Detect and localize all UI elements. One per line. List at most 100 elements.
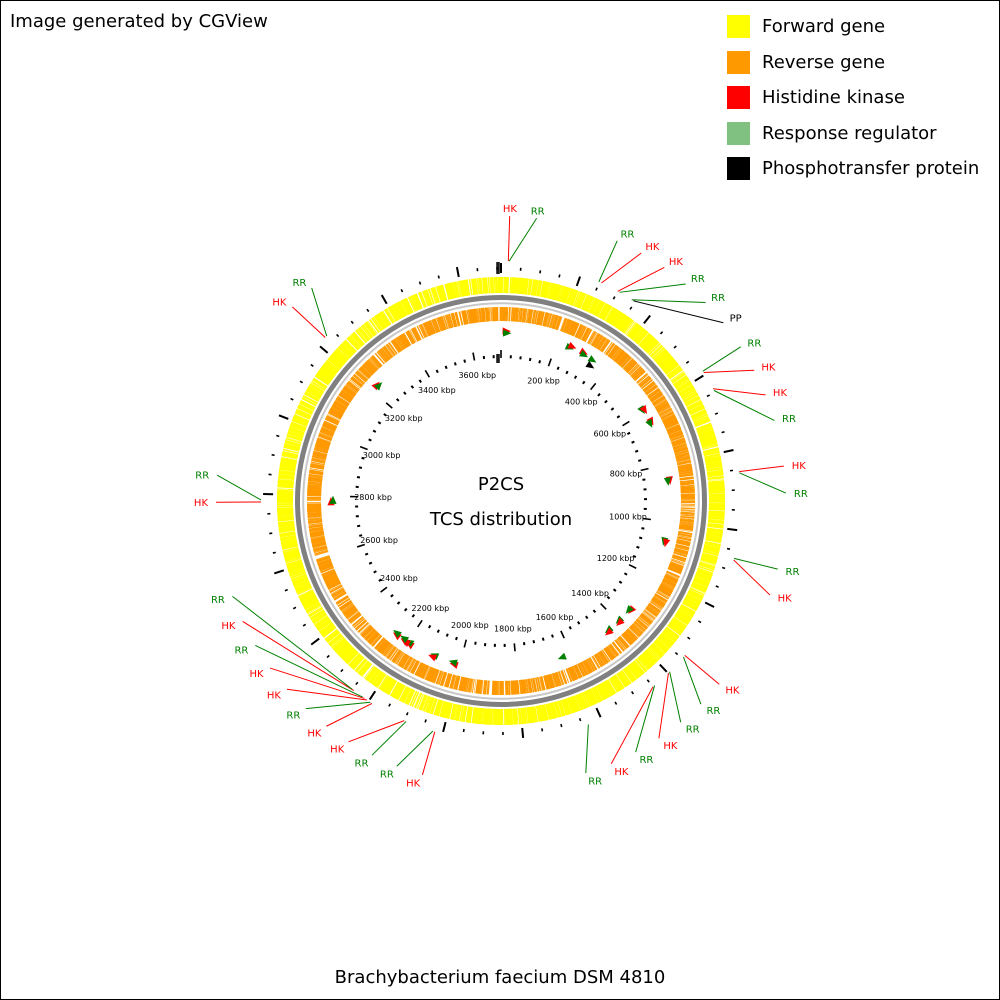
reverse-gene: [575, 664, 583, 678]
forward-gene: [574, 695, 581, 711]
forward-gene: [522, 707, 525, 724]
forward-gene: [284, 442, 301, 448]
reverse-gene: [311, 459, 326, 464]
reverse-gene: [680, 491, 695, 494]
reverse-gene: [307, 488, 322, 491]
forward-gene: [457, 281, 462, 297]
reverse-gene: [433, 318, 439, 333]
reverse-gene: [565, 668, 572, 683]
reverse-gene: [663, 577, 677, 586]
reverse-gene: [340, 601, 353, 611]
forward-gene: [680, 605, 695, 615]
forward-gene: [673, 375, 688, 386]
reverse-gene: [307, 486, 322, 489]
forward-gene: [674, 376, 688, 386]
reverse-gene: [634, 621, 646, 632]
forward-gene: [695, 575, 711, 582]
forward-gene: [295, 584, 312, 593]
reverse-gene: [393, 650, 402, 663]
reverse-gene: [377, 351, 387, 363]
reverse-gene: [557, 671, 564, 686]
forward-gene: [287, 432, 304, 438]
reverse-gene: [316, 441, 330, 447]
forward-gene: [573, 291, 580, 307]
forward-gene: [610, 677, 620, 692]
tick-mark: [357, 524, 361, 528]
forward-gene: [338, 345, 352, 358]
reverse-gene: [560, 670, 567, 685]
forward-gene: [289, 425, 306, 432]
forward-gene: [279, 530, 296, 534]
forward-gene: [696, 424, 713, 432]
reverse-gene: [366, 360, 377, 372]
reverse-gene: [404, 657, 413, 671]
forward-gene: [546, 282, 551, 299]
forward-gene: [355, 659, 367, 673]
reverse-gene: [677, 533, 692, 537]
reverse-gene: [307, 493, 322, 496]
reverse-gene: [637, 374, 649, 384]
forward-gene: [626, 322, 638, 336]
reverse-gene: [629, 364, 640, 376]
forward-gene: [344, 339, 357, 353]
forward-gene: [549, 703, 555, 719]
reverse-gene: [329, 584, 343, 593]
reverse-gene: [307, 481, 322, 484]
reverse-gene: [309, 471, 324, 475]
forward-gene: [705, 462, 722, 467]
feature-label-hk: HK: [645, 242, 660, 253]
forward-gene: [326, 631, 340, 643]
forward-gene: [413, 294, 422, 310]
forward-gene: [456, 704, 461, 721]
reverse-gene: [514, 307, 517, 322]
reverse-gene: [313, 546, 328, 552]
reverse-gene: [677, 463, 692, 468]
tick-mark: [641, 527, 645, 530]
reverse-gene: [663, 577, 677, 584]
reverse-gene: [592, 655, 601, 669]
forward-gene: [698, 565, 714, 573]
forward-gene: [438, 285, 444, 302]
reverse-gene: [313, 450, 328, 455]
forward-gene: [293, 415, 309, 423]
forward-gene: [338, 644, 351, 656]
forward-gene: [656, 352, 670, 365]
tick-mark: [560, 723, 563, 728]
reverse-gene: [656, 403, 670, 412]
forward-gene: [510, 277, 513, 294]
reverse-gene: [671, 556, 686, 562]
forward-gene: [452, 282, 457, 298]
forward-gene: [426, 289, 433, 306]
reverse-gene: [394, 338, 403, 351]
reverse-gene: [324, 575, 338, 582]
reverse-gene: [662, 580, 675, 588]
reverse-gene: [539, 676, 545, 691]
forward-gene: [535, 705, 541, 722]
forward-gene: [452, 703, 457, 720]
reverse-gene: [597, 337, 606, 350]
forward-gene: [623, 320, 634, 334]
reverse-gene: [318, 562, 333, 570]
reverse-gene: [403, 332, 412, 346]
tick-mark: [636, 545, 640, 549]
reverse-gene: [314, 446, 329, 453]
forward-gene: [459, 705, 463, 722]
forward-gene: [289, 568, 305, 576]
forward-gene: [686, 594, 701, 604]
reverse-gene: [481, 307, 485, 322]
forward-gene: [337, 643, 350, 655]
forward-gene: [362, 325, 373, 338]
feature-arrow-hk: [616, 617, 625, 627]
forward-gene: [556, 285, 562, 301]
forward-gene: [608, 678, 618, 693]
reverse-gene: [307, 513, 322, 516]
reverse-gene: [352, 616, 364, 627]
forward-gene: [665, 626, 680, 638]
reverse-gene: [342, 604, 355, 614]
forward-gene: [340, 646, 354, 659]
reverse-gene: [350, 614, 362, 624]
forward-gene: [703, 548, 720, 554]
reverse-gene: [419, 324, 427, 338]
forward-gene: [699, 433, 716, 440]
tick-mark: [350, 320, 354, 324]
